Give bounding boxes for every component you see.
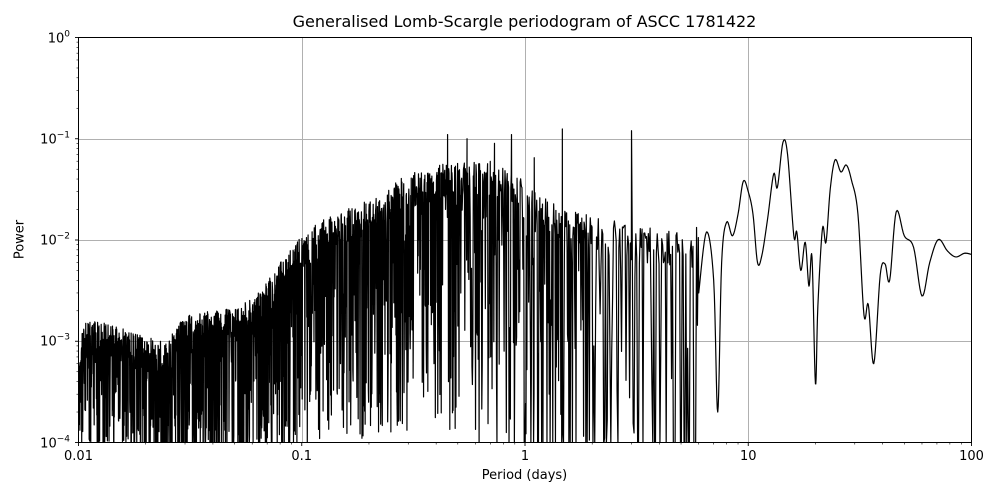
chart-title: Generalised Lomb-Scargle periodogram of … [292,12,757,31]
x-tick-label: 1 [520,449,530,464]
y-tick-label: 100 [47,29,70,46]
x-tick-label: 0.01 [64,449,93,464]
x-axis-label: Period (days) [481,468,568,483]
y-tick-label: 10−3 [40,332,70,350]
x-tick-label: 100 [959,449,984,464]
y-tick-label: 10−4 [40,434,70,451]
x-tick-label: 10 [739,449,757,464]
power-trace [78,128,972,443]
y-tick-label: 10−1 [40,130,70,148]
x-tick-label: 0.1 [291,449,313,464]
axes-frame [78,37,972,443]
y-tick-label: 10−2 [40,231,70,249]
power-line [78,128,972,443]
